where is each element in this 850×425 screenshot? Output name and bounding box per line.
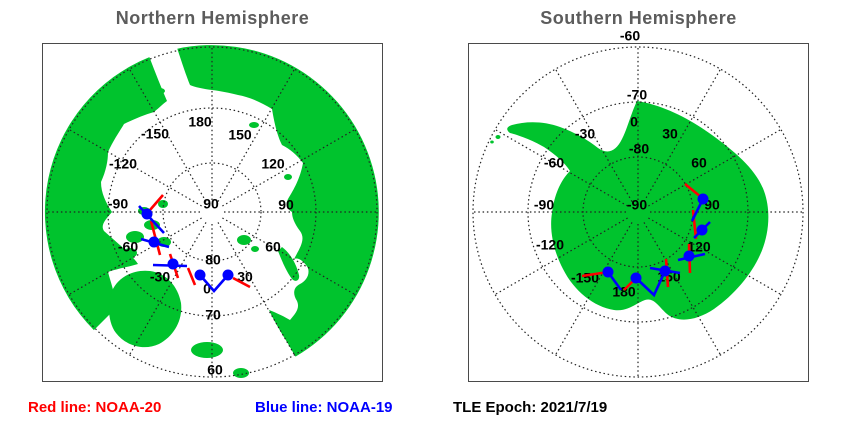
graticule-label: 0: [630, 114, 638, 130]
land-island: [233, 368, 249, 378]
graticule-label: 90: [203, 196, 219, 212]
noaa19-position-dot: [683, 250, 695, 262]
meridian-line: [217, 222, 296, 356]
graticule-label: -80: [629, 141, 649, 157]
graticule-label: 70: [205, 307, 221, 323]
noaa19-position-dot: [630, 272, 642, 284]
graticule-label: 90: [278, 197, 294, 213]
land-island: [126, 231, 144, 243]
land-island: [237, 235, 251, 245]
south-map-title: Southern Hemisphere: [540, 8, 737, 28]
graticule-label: -70: [627, 87, 647, 103]
graticule-label: -60: [620, 28, 640, 44]
land-island: [249, 122, 259, 128]
map-border: [468, 43, 809, 382]
graticule-label: -30: [575, 126, 595, 142]
graticule-label: -90: [627, 197, 647, 213]
land-island: [123, 248, 137, 258]
graticule-label: 180: [612, 284, 636, 300]
noaa19-track-segment: [635, 270, 667, 298]
graticule-label: -90: [108, 196, 128, 212]
land-island: [251, 246, 259, 252]
graticule-label: 120: [687, 239, 711, 255]
noaa20-track-segment: [684, 182, 702, 199]
graticule-label: -60: [118, 239, 138, 255]
graticule-label: 30: [237, 269, 253, 285]
southern-hemisphere-map: -60-700-30 30-80-60 60-90 -90 90-120 120-150 1…: [468, 28, 809, 382]
map-border: [42, 43, 383, 382]
latitude-circle: [472, 46, 804, 378]
latitude-circle: [46, 46, 378, 378]
graticule-label: 60: [207, 362, 223, 378]
graticule-label: -120: [109, 156, 137, 172]
noaa19-position-dot: [602, 266, 614, 278]
noaa19-position-dot: [167, 258, 179, 270]
land-island: [158, 200, 168, 208]
graticule-label: 80: [205, 252, 221, 268]
noaa19-track-segment: [199, 274, 229, 293]
graticule-label: -60: [544, 155, 564, 171]
noaa19-position-dot: [697, 193, 709, 205]
latitude-circle: [527, 101, 749, 323]
graticule-label: 120: [261, 156, 285, 172]
latitude-circle: [162, 162, 262, 262]
land-island: [155, 88, 165, 94]
noaa19-position-dot: [696, 224, 708, 236]
tle-epoch-label: TLE Epoch: 2021/7/19: [453, 399, 608, 416]
graticule-label: -30: [150, 269, 170, 285]
graticule-label: 30: [662, 126, 678, 142]
land-polygon: [108, 270, 182, 348]
graticule-label: -150: [571, 270, 599, 286]
land-island: [490, 140, 494, 144]
graticule-label: -90: [534, 197, 554, 213]
northern-hemisphere-map: 180 -150 150 -120 120 -90 90 90 -60 60 80 -30 30 0 70 6…: [42, 43, 383, 382]
noaa19-position-dot: [148, 236, 160, 248]
noaa19-position-dot: [194, 269, 206, 281]
legend-blue-line: Blue line: NOAA-19: [255, 399, 393, 416]
noaa19-position-dot: [222, 269, 234, 281]
graticule-label: 60: [265, 239, 281, 255]
land-polygon: [177, 45, 379, 357]
graticule-label: 0: [203, 281, 211, 297]
graticule-label: -150: [141, 126, 169, 142]
land-polygon: [278, 247, 300, 281]
latitude-circle: [107, 107, 317, 317]
noaa20-track-segment: [232, 276, 251, 289]
graticule-label: -120: [536, 237, 564, 253]
land-island: [191, 342, 223, 358]
north-map-title: Northern Hemisphere: [115, 8, 310, 28]
graticule-label: 180: [188, 114, 212, 130]
land-polygon: [507, 101, 769, 320]
noaa20-track-segment: [149, 194, 164, 211]
noaa19-position-dot: [659, 265, 671, 277]
legend-red-line: Red line: NOAA-20: [28, 399, 162, 416]
graticule-label: 60: [691, 155, 707, 171]
noaa20-track-segment: [186, 267, 197, 286]
land-island: [495, 135, 501, 139]
noaa19-position-dot: [141, 208, 153, 220]
land-island: [284, 174, 292, 180]
graticule-label: 150: [228, 127, 252, 143]
land-polygon: [44, 57, 167, 331]
noaa20-track-segment: [691, 209, 698, 240]
